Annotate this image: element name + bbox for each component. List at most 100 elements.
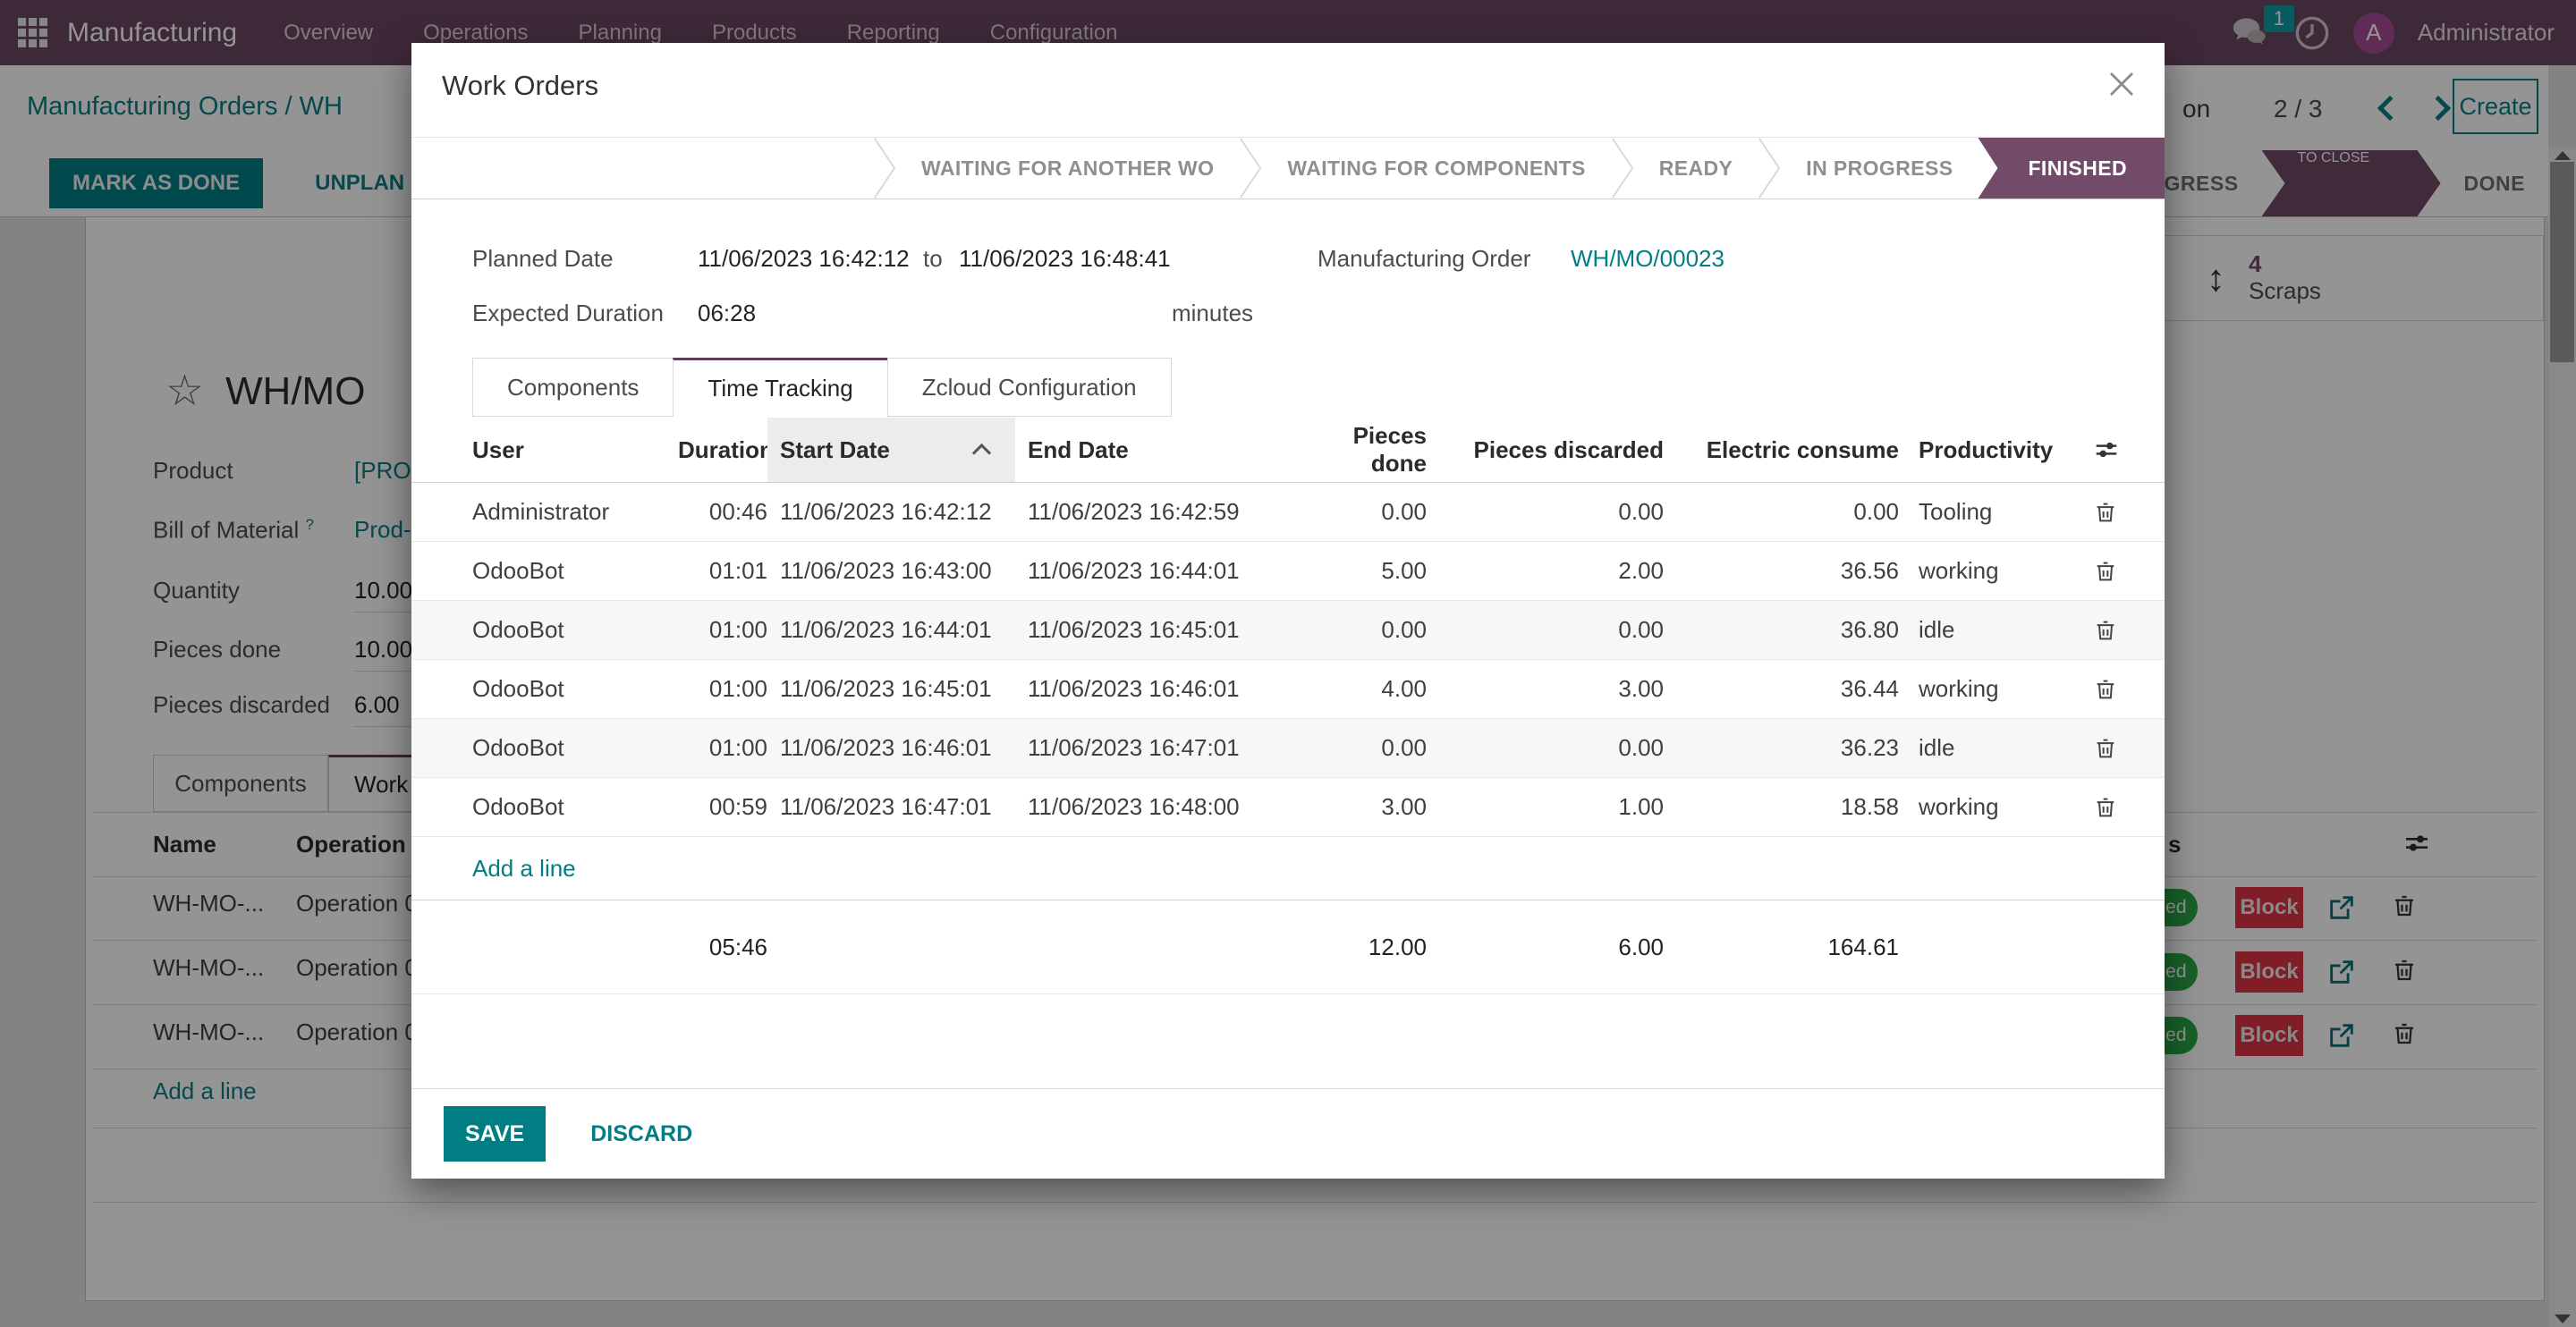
wo-row-operation[interactable]: Operation 01 [296, 890, 431, 917]
col-end-date[interactable]: End Date [1028, 435, 1129, 463]
scroll-up-icon[interactable] [2555, 151, 2571, 160]
planned-date-label: Planned Date [472, 245, 614, 272]
nav-item-operations[interactable]: Operations [423, 20, 529, 45]
manufacturing-order-link[interactable]: WH/MO/00023 [1571, 245, 1724, 272]
field-value[interactable]: 10.00 [354, 636, 506, 672]
nav-item-reporting[interactable]: Reporting [846, 20, 940, 45]
wo-row-operation[interactable]: Operation 02 [296, 954, 431, 981]
mark-as-done-button[interactable]: MARK AS DONE [49, 158, 264, 208]
activities-clock-icon[interactable] [2294, 15, 2330, 51]
tab-components[interactable]: Components [472, 358, 674, 417]
delete-row-icon[interactable] [2093, 618, 2133, 643]
tab-components-bg[interactable]: Components [153, 755, 328, 812]
col-pieces-discarded[interactable]: Pieces discarded [1473, 435, 1664, 463]
cell-duration: 01:01 [708, 557, 767, 584]
delete-row-icon[interactable] [2093, 795, 2133, 820]
delete-row-icon[interactable] [2391, 957, 2418, 984]
status-waiting-another-wo[interactable]: WAITING FOR ANOTHER WO [921, 156, 1215, 180]
cell-user: OdooBot [472, 616, 564, 643]
cell-duration: 01:00 [708, 734, 767, 761]
create-button[interactable]: Create [2453, 79, 2538, 134]
messages-icon[interactable]: 1 [2232, 4, 2294, 50]
status-ready[interactable]: READY [1658, 156, 1733, 180]
cell-duration: 01:00 [708, 675, 767, 702]
col-productivity[interactable]: Productivity [1919, 435, 2054, 463]
total-duration: 05:46 [708, 933, 767, 960]
time-tracking-table: User Duration Start Date End Date Pieces… [411, 418, 2165, 994]
close-icon[interactable] [2102, 64, 2141, 104]
table-row[interactable]: Administrator 00:46 11/06/2023 16:42:12 … [411, 483, 2165, 542]
block-button[interactable]: Block [2235, 951, 2303, 993]
table-row[interactable]: OdooBot 00:59 11/06/2023 16:47:01 11/06/… [411, 778, 2165, 837]
col-electric-consume[interactable]: Electric consume [1706, 435, 1899, 463]
status-in-progress[interactable]: IN PROGRESS [1806, 156, 1953, 180]
wo-row-name[interactable]: WH-MO-... [153, 954, 265, 981]
status-waiting-components[interactable]: WAITING FOR COMPONENTS [1287, 156, 1586, 180]
planned-date-from[interactable]: 11/06/2023 16:42:12 [698, 245, 910, 272]
help-icon[interactable]: ? [305, 516, 314, 533]
scroll-down-icon[interactable] [2555, 1314, 2571, 1323]
table-row[interactable]: OdooBot 01:01 11/06/2023 16:43:00 11/06/… [411, 542, 2165, 601]
scrollbar-thumb[interactable] [2550, 162, 2574, 362]
col-pieces-done[interactable]: Pieces done [1352, 422, 1427, 477]
message-count-badge[interactable]: 1 [2263, 4, 2294, 32]
external-link-icon[interactable] [2326, 892, 2357, 923]
total-pieces-discarded: 6.00 [1618, 933, 1664, 960]
col-duration[interactable]: Duration [678, 435, 774, 463]
tab-zcloud-configuration[interactable]: Zcloud Configuration [886, 358, 1172, 417]
nav-item-planning[interactable]: Planning [578, 20, 662, 45]
col-start-date-sorted[interactable]: Start Date [767, 418, 1015, 482]
page-title: WH/MO [225, 369, 366, 413]
table-row[interactable]: OdooBot 01:00 11/06/2023 16:44:01 11/06/… [411, 601, 2165, 660]
col-user[interactable]: User [472, 435, 524, 463]
delete-row-icon[interactable] [2391, 892, 2418, 919]
cell-end-date: 11/06/2023 16:44:01 [1028, 557, 1240, 584]
col-header-operation[interactable]: Operation [296, 831, 406, 858]
status-done[interactable]: DONE [2463, 171, 2525, 195]
wo-row-name[interactable]: WH-MO-... [153, 890, 265, 917]
scraps-stat-button[interactable]: ↕ 4 Scraps [1785, 235, 2544, 321]
page-scrollbar[interactable] [2548, 148, 2576, 1327]
user-menu[interactable]: Administrator [2417, 19, 2555, 46]
table-row[interactable]: OdooBot 01:00 11/06/2023 16:45:01 11/06/… [411, 660, 2165, 719]
workorder-statusbar: WAITING FOR ANOTHER WO WAITING FOR COMPO… [411, 138, 2165, 199]
optional-columns-icon[interactable] [2402, 829, 2431, 858]
nav-item-overview[interactable]: Overview [284, 20, 374, 45]
col-header-name[interactable]: Name [153, 831, 216, 858]
discard-button[interactable]: DISCARD [585, 1120, 698, 1148]
delete-row-icon[interactable] [2093, 736, 2133, 761]
external-link-icon[interactable] [2326, 957, 2357, 987]
wo-row-name[interactable]: WH-MO-... [153, 1018, 265, 1045]
expected-duration-value[interactable]: 06:28 [698, 300, 757, 326]
delete-row-icon[interactable] [2093, 677, 2133, 702]
delete-row-icon[interactable] [2391, 1020, 2418, 1047]
nav-item-products[interactable]: Products [711, 20, 797, 45]
block-button[interactable]: Block [2235, 1015, 2303, 1056]
avatar[interactable]: A [2352, 12, 2394, 54]
delete-row-icon[interactable] [2093, 559, 2133, 584]
favorite-star-icon[interactable]: ☆ [165, 368, 205, 415]
add-a-line-link[interactable]: Add a line [472, 854, 576, 882]
external-link-icon[interactable] [2326, 1020, 2357, 1051]
block-button[interactable]: Block [2235, 887, 2303, 928]
add-a-line-link-bg[interactable]: Add a line [153, 1078, 257, 1104]
status-to-close[interactable]: TO CLOSE [2262, 150, 2441, 216]
apps-grid-icon[interactable] [18, 18, 47, 47]
field-value-link[interactable]: Prod- [354, 516, 411, 543]
cell-end-date: 11/06/2023 16:47:01 [1028, 734, 1240, 761]
save-button[interactable]: SAVE [444, 1106, 547, 1162]
tab-time-tracking[interactable]: Time Tracking [673, 358, 888, 417]
planned-date-to[interactable]: 11/06/2023 16:48:41 [959, 245, 1171, 272]
step-separator-icon [1758, 138, 1781, 199]
cell-pieces-discarded: 3.00 [1618, 675, 1664, 702]
wo-row-operation[interactable]: Operation 03 [296, 1018, 431, 1045]
nav-item-configuration[interactable]: Configuration [989, 20, 1118, 45]
breadcrumb[interactable]: Manufacturing Orders / WH [27, 92, 343, 121]
optional-columns-icon[interactable] [2093, 436, 2133, 463]
table-row[interactable]: OdooBot 01:00 11/06/2023 16:46:01 11/06/… [411, 719, 2165, 778]
cell-pieces-discarded: 0.00 [1618, 498, 1664, 525]
delete-row-icon[interactable] [2093, 500, 2133, 525]
app-brand[interactable]: Manufacturing [67, 17, 238, 47]
status-finished-active[interactable]: FINISHED [1978, 138, 2165, 199]
unplan-button[interactable]: UNPLAN [309, 170, 410, 197]
